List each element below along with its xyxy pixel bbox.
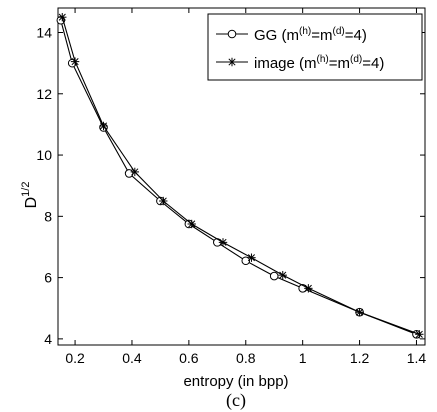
y-tick-label: 14: [36, 25, 52, 41]
x-axis-label: entropy (in bpp): [183, 373, 288, 390]
legend: GG (m(h)=m(d)=4) image (m(h)=m(d)=4): [207, 13, 423, 81]
data-point-image: [70, 57, 80, 66]
data-point-gg: [124, 169, 134, 178]
data-point-image: [159, 196, 168, 206]
y-tick-label: 8: [44, 208, 52, 224]
y-tick-label: 6: [44, 270, 52, 286]
data-point-image: [355, 308, 364, 317]
y-axis-label-base: D: [23, 197, 40, 209]
star-stroke: [71, 58, 79, 66]
y-tick-label: 10: [36, 147, 52, 163]
x-tick-label: 1.2: [350, 350, 370, 366]
data-point-image: [99, 121, 108, 131]
data-point-image: [304, 284, 313, 293]
series-image: [58, 12, 424, 339]
x-tick-label: 0.4: [122, 350, 142, 366]
x-tick-label: 1.4: [407, 350, 427, 366]
star-stroke: [356, 308, 364, 316]
axes-layer: 0.2 0.4 0.6 0.8 1 1.2 1.4 4 6 8 10 12 14: [36, 8, 426, 366]
x-tick-label: 0.8: [236, 350, 256, 366]
star-stroke: [159, 197, 167, 205]
data-point-image: [278, 270, 287, 280]
star-stroke: [188, 220, 196, 228]
star-stroke: [228, 58, 236, 66]
data-point-image: [415, 330, 424, 339]
legend-box: [207, 13, 423, 81]
legend-label-gg: GG (m(h)=m(d)=4): [254, 26, 367, 44]
y-tick-label: 12: [36, 86, 52, 102]
y-tick-label: 4: [44, 331, 52, 347]
data-point-image: [187, 219, 196, 229]
legend-label-image: image (m(h)=m(d)=4): [254, 54, 384, 72]
star-stroke: [99, 122, 108, 130]
series-line-gg: [60, 20, 417, 335]
data-point-image: [247, 253, 256, 262]
star-stroke: [247, 254, 256, 262]
data-point-image: [58, 12, 67, 22]
series-layer: [56, 12, 424, 339]
star-stroke: [415, 330, 423, 338]
x-tick-label: 0.6: [179, 350, 199, 366]
y-axis-label: D1/2: [20, 182, 40, 209]
series-line-image: [61, 17, 420, 335]
star-stroke: [131, 168, 139, 176]
x-tick-label: 1: [299, 350, 307, 366]
star-stroke: [219, 238, 227, 246]
x-tick-label: 0.2: [65, 350, 85, 366]
star-stroke: [58, 13, 66, 21]
star-stroke: [279, 271, 287, 279]
legend-marker-image: [227, 57, 237, 67]
figure-caption: (c): [226, 390, 246, 411]
data-point-gg: [241, 256, 251, 266]
legend-marker-gg: [227, 29, 237, 39]
y-axis-label-sup: 1/2: [20, 182, 32, 197]
star-stroke: [304, 284, 312, 292]
data-point-image: [218, 238, 228, 247]
data-point-image: [130, 167, 140, 177]
data-point-gg: [269, 271, 279, 281]
